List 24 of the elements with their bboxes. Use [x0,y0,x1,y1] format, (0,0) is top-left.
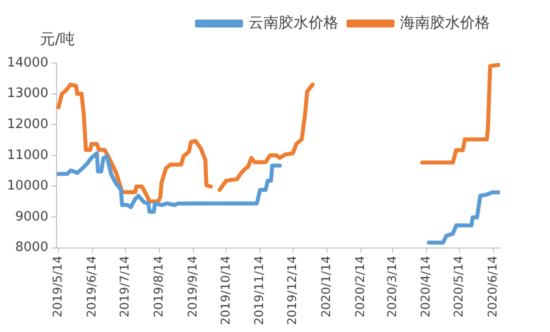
y-axis-title: 元/吨 [40,30,76,49]
y-tick-label: 8000 [15,240,48,256]
legend-label: 海南胶水价格 [400,13,490,32]
y-tick-label: 14000 [6,55,48,70]
x-tick-label: 2019/7/14 [117,256,132,318]
x-tick-label: 2019/12/14 [285,256,300,326]
x-tick-label: 2020/4/14 [418,256,433,318]
y-tick-label: 9000 [15,209,48,224]
y-tick-label: 10000 [6,178,48,194]
x-tick-label: 2019/5/14 [50,256,65,318]
x-tick-label: 2019/10/14 [218,256,232,326]
x-tick-label: 2020/3/14 [384,256,399,318]
x-tick-label: 2020/6/14 [486,256,500,318]
x-tick-label: 2019/6/14 [84,256,99,318]
x-tick-label: 2020/1/14 [319,256,334,318]
x-tick-label: 2019/8/14 [151,256,166,318]
legend-label: 云南胶水价格 [248,13,338,32]
y-tick-label: 11000 [6,148,48,163]
x-tick-label: 2019/11/14 [252,256,266,326]
x-tick-label: 2020/5/14 [452,256,466,318]
x-tick-label: 2020/2/14 [353,256,368,318]
x-tick-label: 2019/9/14 [185,256,200,318]
y-tick-label: 12000 [6,116,48,132]
y-tick-label: 13000 [6,86,48,102]
